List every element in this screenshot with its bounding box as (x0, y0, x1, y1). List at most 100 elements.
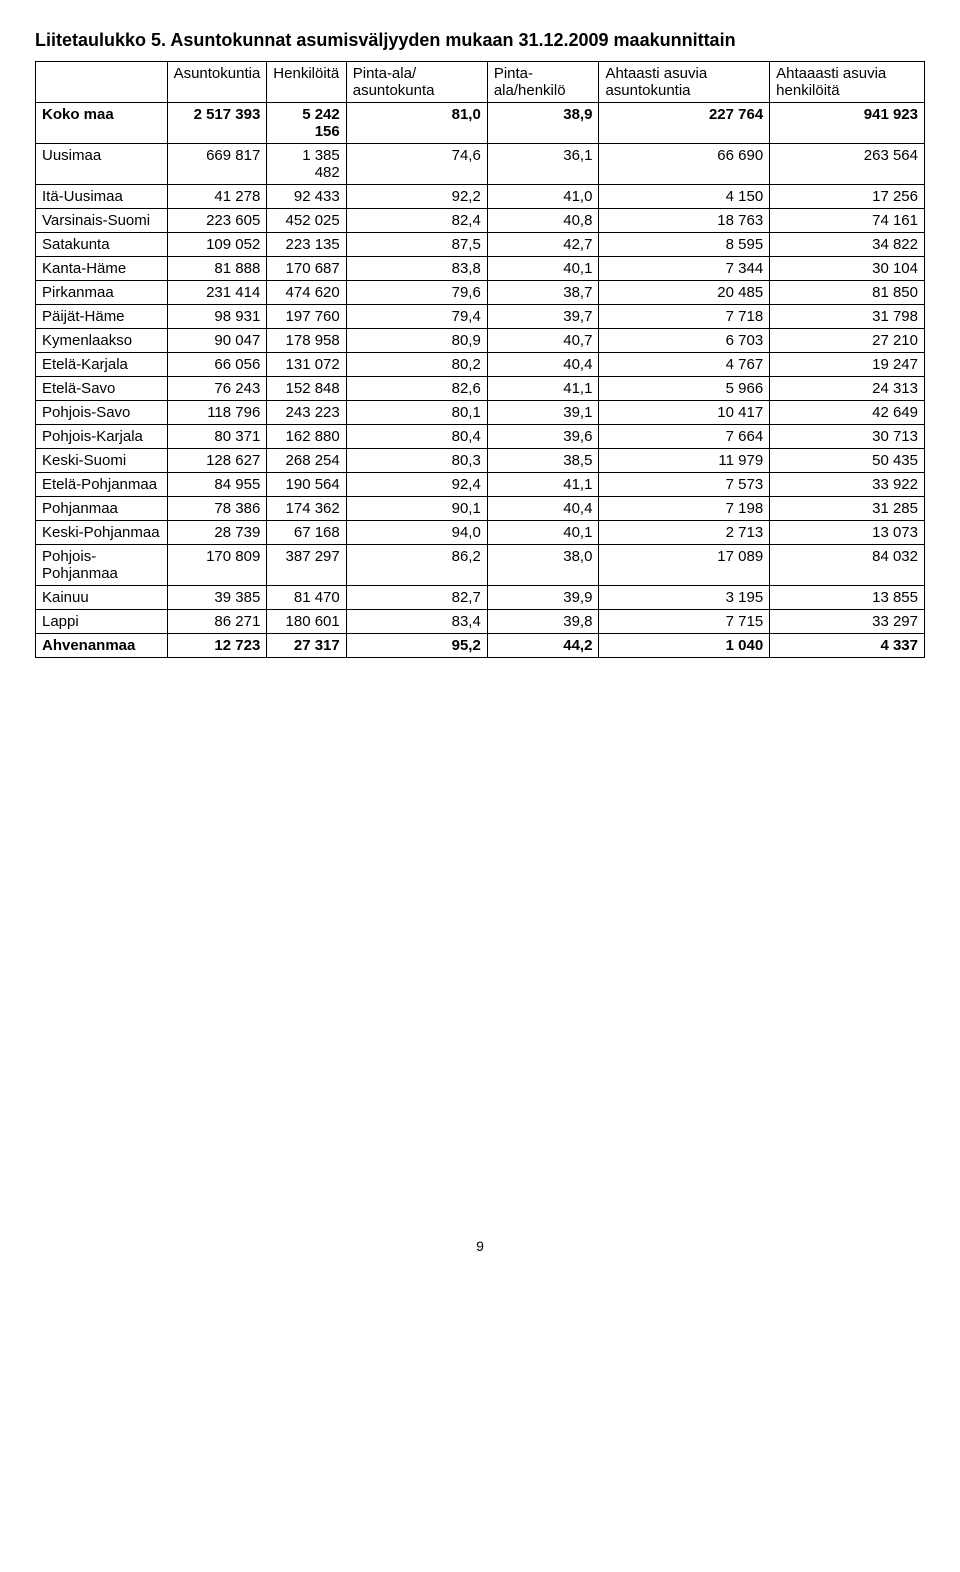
table-row: Keski-Pohjanmaa28 73967 16894,040,12 713… (36, 521, 925, 545)
cell: 66 690 (599, 144, 770, 185)
cell: 42 649 (770, 401, 925, 425)
cell: 10 417 (599, 401, 770, 425)
cell: 20 485 (599, 281, 770, 305)
cell: 152 848 (267, 377, 346, 401)
col-header-6: Ahtaaasti asuvia henkilöitä (770, 62, 925, 103)
row-label: Etelä-Karjala (36, 353, 168, 377)
cell: 227 764 (599, 103, 770, 144)
cell: 39,1 (487, 401, 599, 425)
cell: 2 713 (599, 521, 770, 545)
row-label: Uusimaa (36, 144, 168, 185)
data-table: Asuntokuntia Henkilöitä Pinta-ala/ asunt… (35, 61, 925, 658)
col-header-4: Pinta-ala/henkilö (487, 62, 599, 103)
cell: 41 278 (167, 185, 267, 209)
cell: 40,4 (487, 497, 599, 521)
cell: 81 850 (770, 281, 925, 305)
cell: 3 195 (599, 586, 770, 610)
cell: 13 855 (770, 586, 925, 610)
row-label: Kanta-Häme (36, 257, 168, 281)
row-label: Koko maa (36, 103, 168, 144)
cell: 7 718 (599, 305, 770, 329)
cell: 90 047 (167, 329, 267, 353)
cell: 81 888 (167, 257, 267, 281)
cell: 170 687 (267, 257, 346, 281)
cell: 118 796 (167, 401, 267, 425)
cell: 39,7 (487, 305, 599, 329)
row-label: Keski-Pohjanmaa (36, 521, 168, 545)
cell: 39 385 (167, 586, 267, 610)
cell: 5 242 156 (267, 103, 346, 144)
cell: 84 955 (167, 473, 267, 497)
cell: 84 032 (770, 545, 925, 586)
cell: 27 210 (770, 329, 925, 353)
cell: 131 072 (267, 353, 346, 377)
cell: 79,6 (346, 281, 487, 305)
cell: 41,0 (487, 185, 599, 209)
cell: 80,9 (346, 329, 487, 353)
row-label: Etelä-Savo (36, 377, 168, 401)
cell: 7 198 (599, 497, 770, 521)
cell: 31 285 (770, 497, 925, 521)
cell: 38,5 (487, 449, 599, 473)
cell: 38,9 (487, 103, 599, 144)
table-row: Itä-Uusimaa41 27892 43392,241,04 15017 2… (36, 185, 925, 209)
cell: 28 739 (167, 521, 267, 545)
cell: 39,9 (487, 586, 599, 610)
cell: 268 254 (267, 449, 346, 473)
table-row: Kanta-Häme81 888170 68783,840,17 34430 1… (36, 257, 925, 281)
row-label: Etelä-Pohjanmaa (36, 473, 168, 497)
cell: 80,1 (346, 401, 487, 425)
table-row: Satakunta109 052223 13587,542,78 59534 8… (36, 233, 925, 257)
cell: 83,8 (346, 257, 487, 281)
col-header-0 (36, 62, 168, 103)
cell: 231 414 (167, 281, 267, 305)
row-label: Itä-Uusimaa (36, 185, 168, 209)
cell: 74,6 (346, 144, 487, 185)
cell: 44,2 (487, 634, 599, 658)
cell: 197 760 (267, 305, 346, 329)
cell: 30 713 (770, 425, 925, 449)
cell: 74 161 (770, 209, 925, 233)
cell: 223 135 (267, 233, 346, 257)
cell: 42,7 (487, 233, 599, 257)
row-label: Pirkanmaa (36, 281, 168, 305)
cell: 98 931 (167, 305, 267, 329)
cell: 387 297 (267, 545, 346, 586)
cell: 81 470 (267, 586, 346, 610)
table-row: Pohjanmaa78 386174 36290,140,47 19831 28… (36, 497, 925, 521)
cell: 128 627 (167, 449, 267, 473)
row-label: Lappi (36, 610, 168, 634)
cell: 669 817 (167, 144, 267, 185)
cell: 83,4 (346, 610, 487, 634)
cell: 82,4 (346, 209, 487, 233)
cell: 40,1 (487, 257, 599, 281)
cell: 4 337 (770, 634, 925, 658)
cell: 41,1 (487, 473, 599, 497)
cell: 66 056 (167, 353, 267, 377)
cell: 80,4 (346, 425, 487, 449)
col-header-5: Ahtaasti asuvia asuntokuntia (599, 62, 770, 103)
row-label: Kainuu (36, 586, 168, 610)
row-label: Kymenlaakso (36, 329, 168, 353)
cell: 180 601 (267, 610, 346, 634)
cell: 30 104 (770, 257, 925, 281)
cell: 474 620 (267, 281, 346, 305)
cell: 941 923 (770, 103, 925, 144)
table-row: Kymenlaakso90 047178 95880,940,76 70327 … (36, 329, 925, 353)
cell: 178 958 (267, 329, 346, 353)
col-header-2: Henkilöitä (267, 62, 346, 103)
cell: 7 715 (599, 610, 770, 634)
page-number: 9 (35, 1238, 925, 1254)
cell: 79,4 (346, 305, 487, 329)
cell: 80,2 (346, 353, 487, 377)
cell: 67 168 (267, 521, 346, 545)
cell: 31 798 (770, 305, 925, 329)
cell: 162 880 (267, 425, 346, 449)
cell: 174 362 (267, 497, 346, 521)
cell: 190 564 (267, 473, 346, 497)
cell: 39,8 (487, 610, 599, 634)
cell: 4 767 (599, 353, 770, 377)
cell: 92,2 (346, 185, 487, 209)
cell: 7 573 (599, 473, 770, 497)
cell: 33 922 (770, 473, 925, 497)
